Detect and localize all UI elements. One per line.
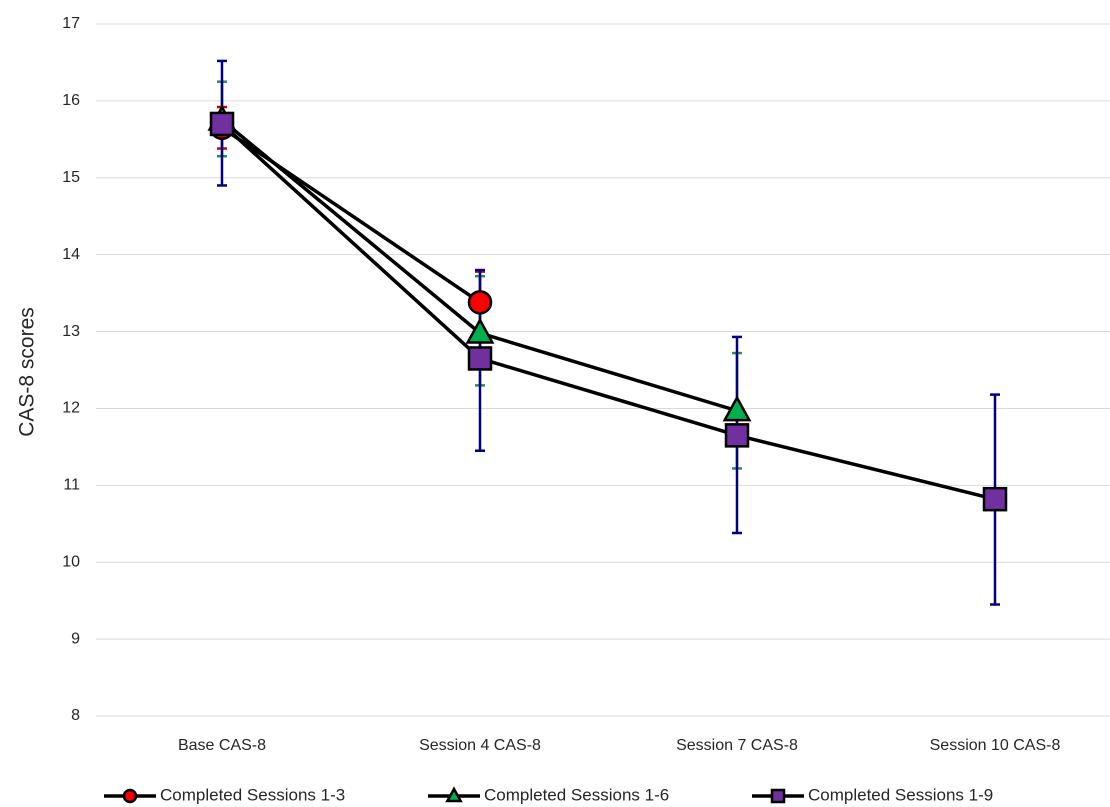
y-tick-label: 14 — [62, 246, 80, 263]
y-axis-ticks: 8 9 10 11 12 13 14 15 16 17 — [62, 15, 80, 724]
legend: Completed Sessions 1-3 Completed Sessions… — [104, 785, 993, 804]
y-tick-label: 15 — [62, 169, 80, 186]
y-tick-label: 8 — [71, 707, 80, 724]
x-tick-label: Session 4 CAS-8 — [419, 737, 541, 754]
legend-label: Completed Sessions 1-6 — [484, 785, 669, 804]
x-axis-ticks: Base CAS-8 Session 4 CAS-8 Session 7 CAS-8… — [178, 737, 1060, 754]
y-tick-label: 12 — [62, 400, 80, 417]
y-tick-label: 13 — [62, 323, 80, 340]
legend-entry: Completed Sessions 1-3 — [104, 785, 345, 804]
legend-entry: Completed Sessions 1-6 — [428, 785, 669, 804]
y-axis-label: CAS-8 scores — [16, 307, 39, 437]
legend-marker — [445, 786, 463, 803]
series-markers — [207, 104, 1008, 512]
legend-label: Completed Sessions 1-3 — [160, 785, 345, 804]
legend-label: Completed Sessions 1-9 — [808, 785, 993, 804]
data-point — [467, 346, 493, 371]
data-point — [209, 111, 235, 137]
x-tick-label: Base CAS-8 — [178, 737, 266, 754]
series-line — [220, 122, 996, 501]
y-tick-label: 17 — [62, 15, 80, 32]
legend-marker — [770, 788, 786, 804]
x-tick-label: Session 7 CAS-8 — [676, 737, 798, 754]
x-tick-label: Session 10 CAS-8 — [930, 737, 1061, 754]
y-tick-label: 9 — [71, 630, 80, 647]
legend-marker — [122, 788, 138, 804]
legend-entry: Completed Sessions 1-9 — [752, 785, 993, 804]
y-tick-label: 10 — [62, 553, 80, 570]
error-bars — [217, 59, 1000, 606]
y-tick-label: 11 — [63, 477, 80, 494]
data-point — [722, 395, 752, 422]
series-lines — [220, 118, 996, 501]
gridlines — [96, 23, 1110, 717]
data-point — [724, 423, 750, 448]
y-tick-label: 16 — [62, 92, 80, 109]
data-point — [465, 317, 495, 344]
data-point — [982, 486, 1008, 512]
data-point — [467, 290, 493, 315]
